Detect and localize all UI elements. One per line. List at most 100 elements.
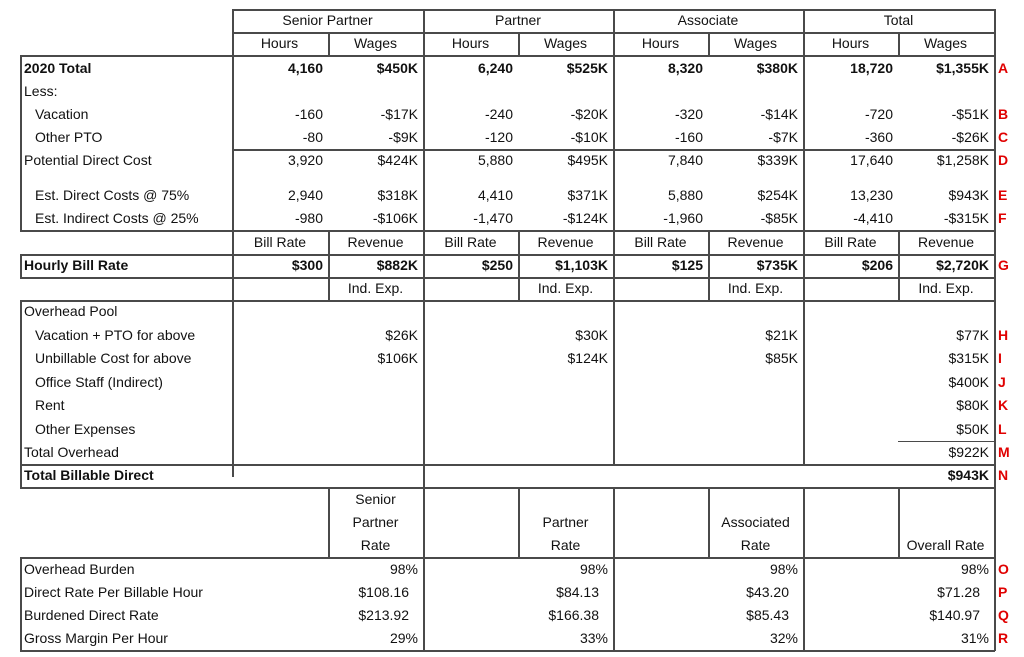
- row-label: Office Staff (Indirect): [35, 374, 163, 390]
- cell-amount: $85K: [765, 350, 798, 366]
- cell-hours: [232, 300, 328, 323]
- reference-letter: J: [998, 374, 1006, 390]
- row-label: Rent: [35, 397, 65, 413]
- cell-amount: 98%: [579, 561, 608, 577]
- grid-line: [518, 487, 520, 557]
- cell-amount: [328, 464, 423, 487]
- row-label: [20, 231, 232, 254]
- cell-hours: [423, 581, 518, 604]
- grid-line: [803, 487, 805, 651]
- subtotal-line: [898, 441, 994, 442]
- row-label: Unbillable Cost for above: [35, 350, 192, 366]
- cell-hours: 4,160: [287, 60, 323, 76]
- cell-amount: $2,720K: [936, 257, 989, 273]
- cell-amount: $318K: [377, 187, 418, 203]
- cell-hours: -80: [302, 129, 323, 145]
- grid-line: [613, 9, 615, 465]
- cell-hours: [232, 418, 328, 441]
- cell-hours: -720: [864, 106, 893, 122]
- cell-amount: [328, 371, 423, 394]
- cell-hours: [803, 324, 898, 347]
- cell-amount: $140.97: [929, 607, 980, 623]
- rate-header-line: Associated: [721, 514, 790, 530]
- cell-amount: $166.38: [548, 607, 599, 623]
- cell-amount: $450K: [376, 60, 418, 76]
- cell-amount: $495K: [567, 152, 608, 168]
- cell-amount: [518, 441, 613, 464]
- cell-amount: 98%: [960, 561, 989, 577]
- cell-amount: -$20K: [570, 106, 608, 122]
- row-label: 2020 Total: [24, 60, 92, 76]
- cell-hours: [803, 604, 898, 627]
- cell-amount: $371K: [567, 187, 608, 203]
- cell-hours: [232, 394, 328, 417]
- grid-line: [898, 32, 900, 55]
- cell-hours: [423, 277, 518, 300]
- reference-letter: R: [998, 630, 1009, 646]
- grid-line: [232, 9, 234, 477]
- cell-amount: Ind. Exp.: [347, 280, 404, 296]
- cell-hours: [232, 277, 328, 300]
- cell-amount: $1,103K: [555, 257, 608, 273]
- cell-hours: [232, 324, 328, 347]
- cell-amount: Revenue: [727, 234, 784, 250]
- cell-hours: [423, 324, 518, 347]
- subheader-wages: Wages: [353, 35, 398, 51]
- reference-letter: [998, 277, 1020, 300]
- cell-amount: [518, 300, 613, 323]
- cell-amount: $735K: [756, 257, 798, 273]
- cell-amount: -$10K: [570, 129, 608, 145]
- reference-letter: [998, 231, 1020, 254]
- cell-hours: Bill Rate: [824, 234, 877, 250]
- cell-amount: $525K: [566, 60, 608, 76]
- cell-hours: [232, 464, 328, 487]
- cell-amount: $85.43: [746, 607, 789, 623]
- cell-amount: -$106K: [372, 210, 418, 226]
- row-label: Potential Direct Cost: [24, 152, 152, 168]
- cell-amount: $943K: [948, 187, 989, 203]
- grid-line: [328, 487, 330, 557]
- reference-letter: L: [998, 421, 1007, 437]
- cell-hours: -160: [674, 129, 703, 145]
- row-label: Gross Margin Per Hour: [24, 630, 168, 646]
- cell-hours: Bill Rate: [634, 234, 687, 250]
- row-label: Hourly Bill Rate: [24, 257, 129, 273]
- reference-letter: O: [998, 561, 1009, 577]
- grid-line: [20, 557, 995, 559]
- cell-amount: Ind. Exp.: [918, 280, 974, 296]
- cell-hours: [613, 80, 708, 103]
- cell-hours: [613, 324, 708, 347]
- cell-hours: [613, 300, 708, 323]
- header-associate: Associate: [677, 12, 739, 28]
- cell-hours: -980: [294, 210, 323, 226]
- cell-hours: [232, 80, 328, 103]
- cell-hours: [803, 300, 898, 323]
- cell-hours: [232, 558, 328, 581]
- cell-hours: [803, 418, 898, 441]
- row-label: Est. Direct Costs @ 75%: [35, 187, 190, 203]
- grid-line: [20, 557, 22, 651]
- cell-amount: $50K: [956, 421, 989, 437]
- cell-hours: [423, 347, 518, 370]
- reference-letter: E: [998, 187, 1008, 203]
- cell-amount: [518, 80, 613, 103]
- reference-letter: G: [998, 257, 1009, 273]
- cell-hours: -160: [294, 106, 323, 122]
- row-label: Vacation + PTO for above: [35, 327, 196, 343]
- cell-amount: 32%: [769, 630, 798, 646]
- cell-hours: [423, 371, 518, 394]
- cell-amount: [708, 441, 803, 464]
- cell-hours: 4,410: [477, 187, 513, 203]
- grid-line: [20, 300, 995, 302]
- cell-amount: [328, 80, 423, 103]
- cell-hours: [423, 418, 518, 441]
- rate-header-line: Rate: [550, 537, 581, 553]
- cell-amount: $943K: [947, 467, 989, 483]
- cell-hours: [232, 604, 328, 627]
- cell-hours: [803, 581, 898, 604]
- cell-amount: Revenue: [917, 234, 975, 250]
- reference-letter: [998, 300, 1020, 323]
- reference-letter: I: [998, 350, 1002, 366]
- cell-amount: [328, 300, 423, 323]
- cell-amount: $30K: [575, 327, 608, 343]
